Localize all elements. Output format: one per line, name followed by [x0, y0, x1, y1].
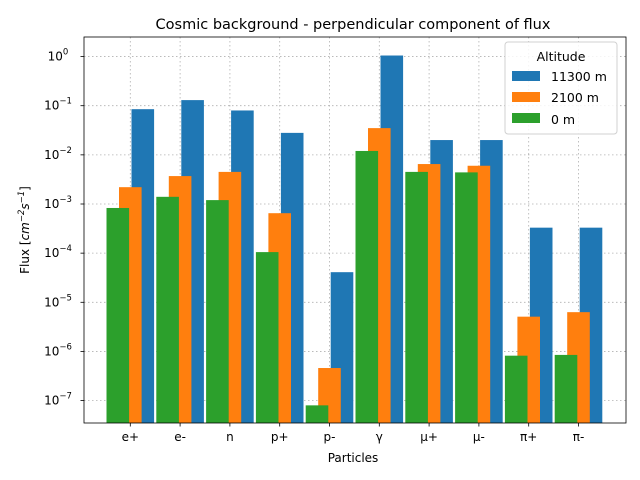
legend-swatch-2100m	[512, 92, 540, 102]
y-tick-exponent: −1	[59, 97, 72, 107]
y-tick-exponent: −7	[59, 392, 72, 402]
legend: Altitude 11300 m 2100 m 0 m	[504, 41, 618, 135]
y-tick-base: 10	[44, 246, 59, 260]
y-axis-label-exp-1: −2	[17, 210, 27, 223]
bar-0m-p-	[305, 405, 329, 423]
legend-label-11300m: 11300 m	[551, 69, 607, 84]
x-tick-label: π-	[573, 430, 585, 444]
y-tick-base: 10	[44, 295, 59, 309]
y-axis-label-suffix: ]	[18, 186, 32, 191]
chart-title: Cosmic background - perpendicular compon…	[156, 17, 551, 33]
y-tick-base: 10	[44, 99, 59, 113]
x-tick-label: μ+	[420, 430, 438, 444]
bar-0m-e-	[156, 196, 179, 423]
y-axis-label-unit-1: cm	[18, 222, 32, 240]
x-tick-label: p+	[271, 430, 289, 444]
bar-0m-n	[206, 200, 229, 423]
y-tick-label: 10−7	[44, 392, 72, 408]
x-tick-label: γ	[376, 430, 383, 444]
y-axis-label: Flux [cm−2s−1]	[17, 186, 32, 274]
x-tick-label: e-	[174, 430, 186, 444]
bar-0m-γ	[355, 150, 379, 423]
y-tick-exponent: −5	[59, 293, 72, 303]
y-tick-base: 10	[44, 197, 59, 211]
x-tick-label: μ-	[473, 430, 485, 444]
bar-0m-μ+	[405, 171, 428, 423]
bar-0m-π+	[504, 355, 528, 423]
x-tick-label: p-	[324, 430, 336, 444]
y-axis-label-unit-2: s	[18, 203, 32, 209]
y-tick-base: 10	[48, 50, 63, 64]
legend-label-0m: 0 m	[551, 112, 575, 127]
x-tick-label: n	[226, 430, 234, 444]
legend-title: Altitude	[537, 49, 586, 64]
y-tick-base: 10	[44, 148, 59, 162]
bars	[106, 55, 603, 424]
y-tick-exponent: −6	[59, 342, 72, 352]
y-tick-label: 10−3	[44, 195, 72, 211]
y-tick-exponent: −4	[59, 244, 72, 254]
bar-0m-μ-	[455, 172, 478, 423]
bar-0m-π-	[554, 354, 578, 423]
y-tick-label: 10−4	[44, 244, 72, 260]
y-tick-base: 10	[44, 394, 59, 408]
y-tick-label: 10−5	[44, 293, 72, 309]
x-axis-label: Particles	[328, 451, 379, 465]
bar-0m-p+	[255, 252, 279, 423]
y-tick-label: 10−6	[44, 342, 72, 358]
x-axis-ticks: e+ e-n p+ p-γ μ+ μ-π+ π-	[122, 423, 585, 444]
y-tick-exponent: 0	[63, 48, 68, 58]
y-tick-exponent: −2	[59, 146, 72, 156]
x-tick-label: e+	[122, 430, 139, 444]
y-axis-label-prefix: Flux [	[18, 240, 32, 273]
plot-frame	[83, 36, 627, 424]
y-tick-label: 100	[48, 48, 69, 64]
legend-swatch-11300m	[512, 71, 540, 81]
legend-box	[504, 41, 618, 135]
x-tick-label: π+	[520, 430, 537, 444]
y-tick-label: 10−1	[44, 97, 72, 113]
legend-swatch-0m	[512, 113, 540, 123]
y-axis-label-exp-2: −1	[17, 191, 27, 204]
legend-label-2100m: 2100 m	[551, 90, 599, 105]
y-tick-base: 10	[44, 344, 59, 358]
bar-0m-e+	[106, 207, 130, 423]
y-tick-exponent: −3	[59, 195, 72, 205]
y-tick-label: 10−2	[44, 146, 72, 162]
